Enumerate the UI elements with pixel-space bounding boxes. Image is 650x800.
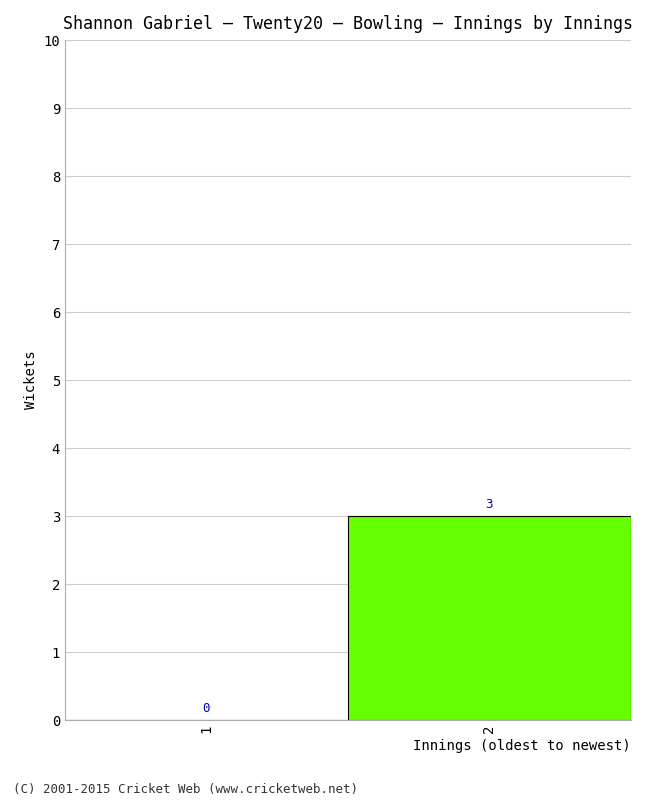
Y-axis label: Wickets: Wickets <box>24 350 38 410</box>
Bar <box>348 516 630 720</box>
Text: 3: 3 <box>486 498 493 510</box>
Text: 0: 0 <box>203 702 210 714</box>
Text: (C) 2001-2015 Cricket Web (www.cricketweb.net): (C) 2001-2015 Cricket Web (www.cricketwe… <box>13 783 358 796</box>
Title: Shannon Gabriel – Twenty20 – Bowling – Innings by Innings: Shannon Gabriel – Twenty20 – Bowling – I… <box>63 15 632 33</box>
X-axis label: Innings (oldest to newest): Innings (oldest to newest) <box>413 738 630 753</box>
